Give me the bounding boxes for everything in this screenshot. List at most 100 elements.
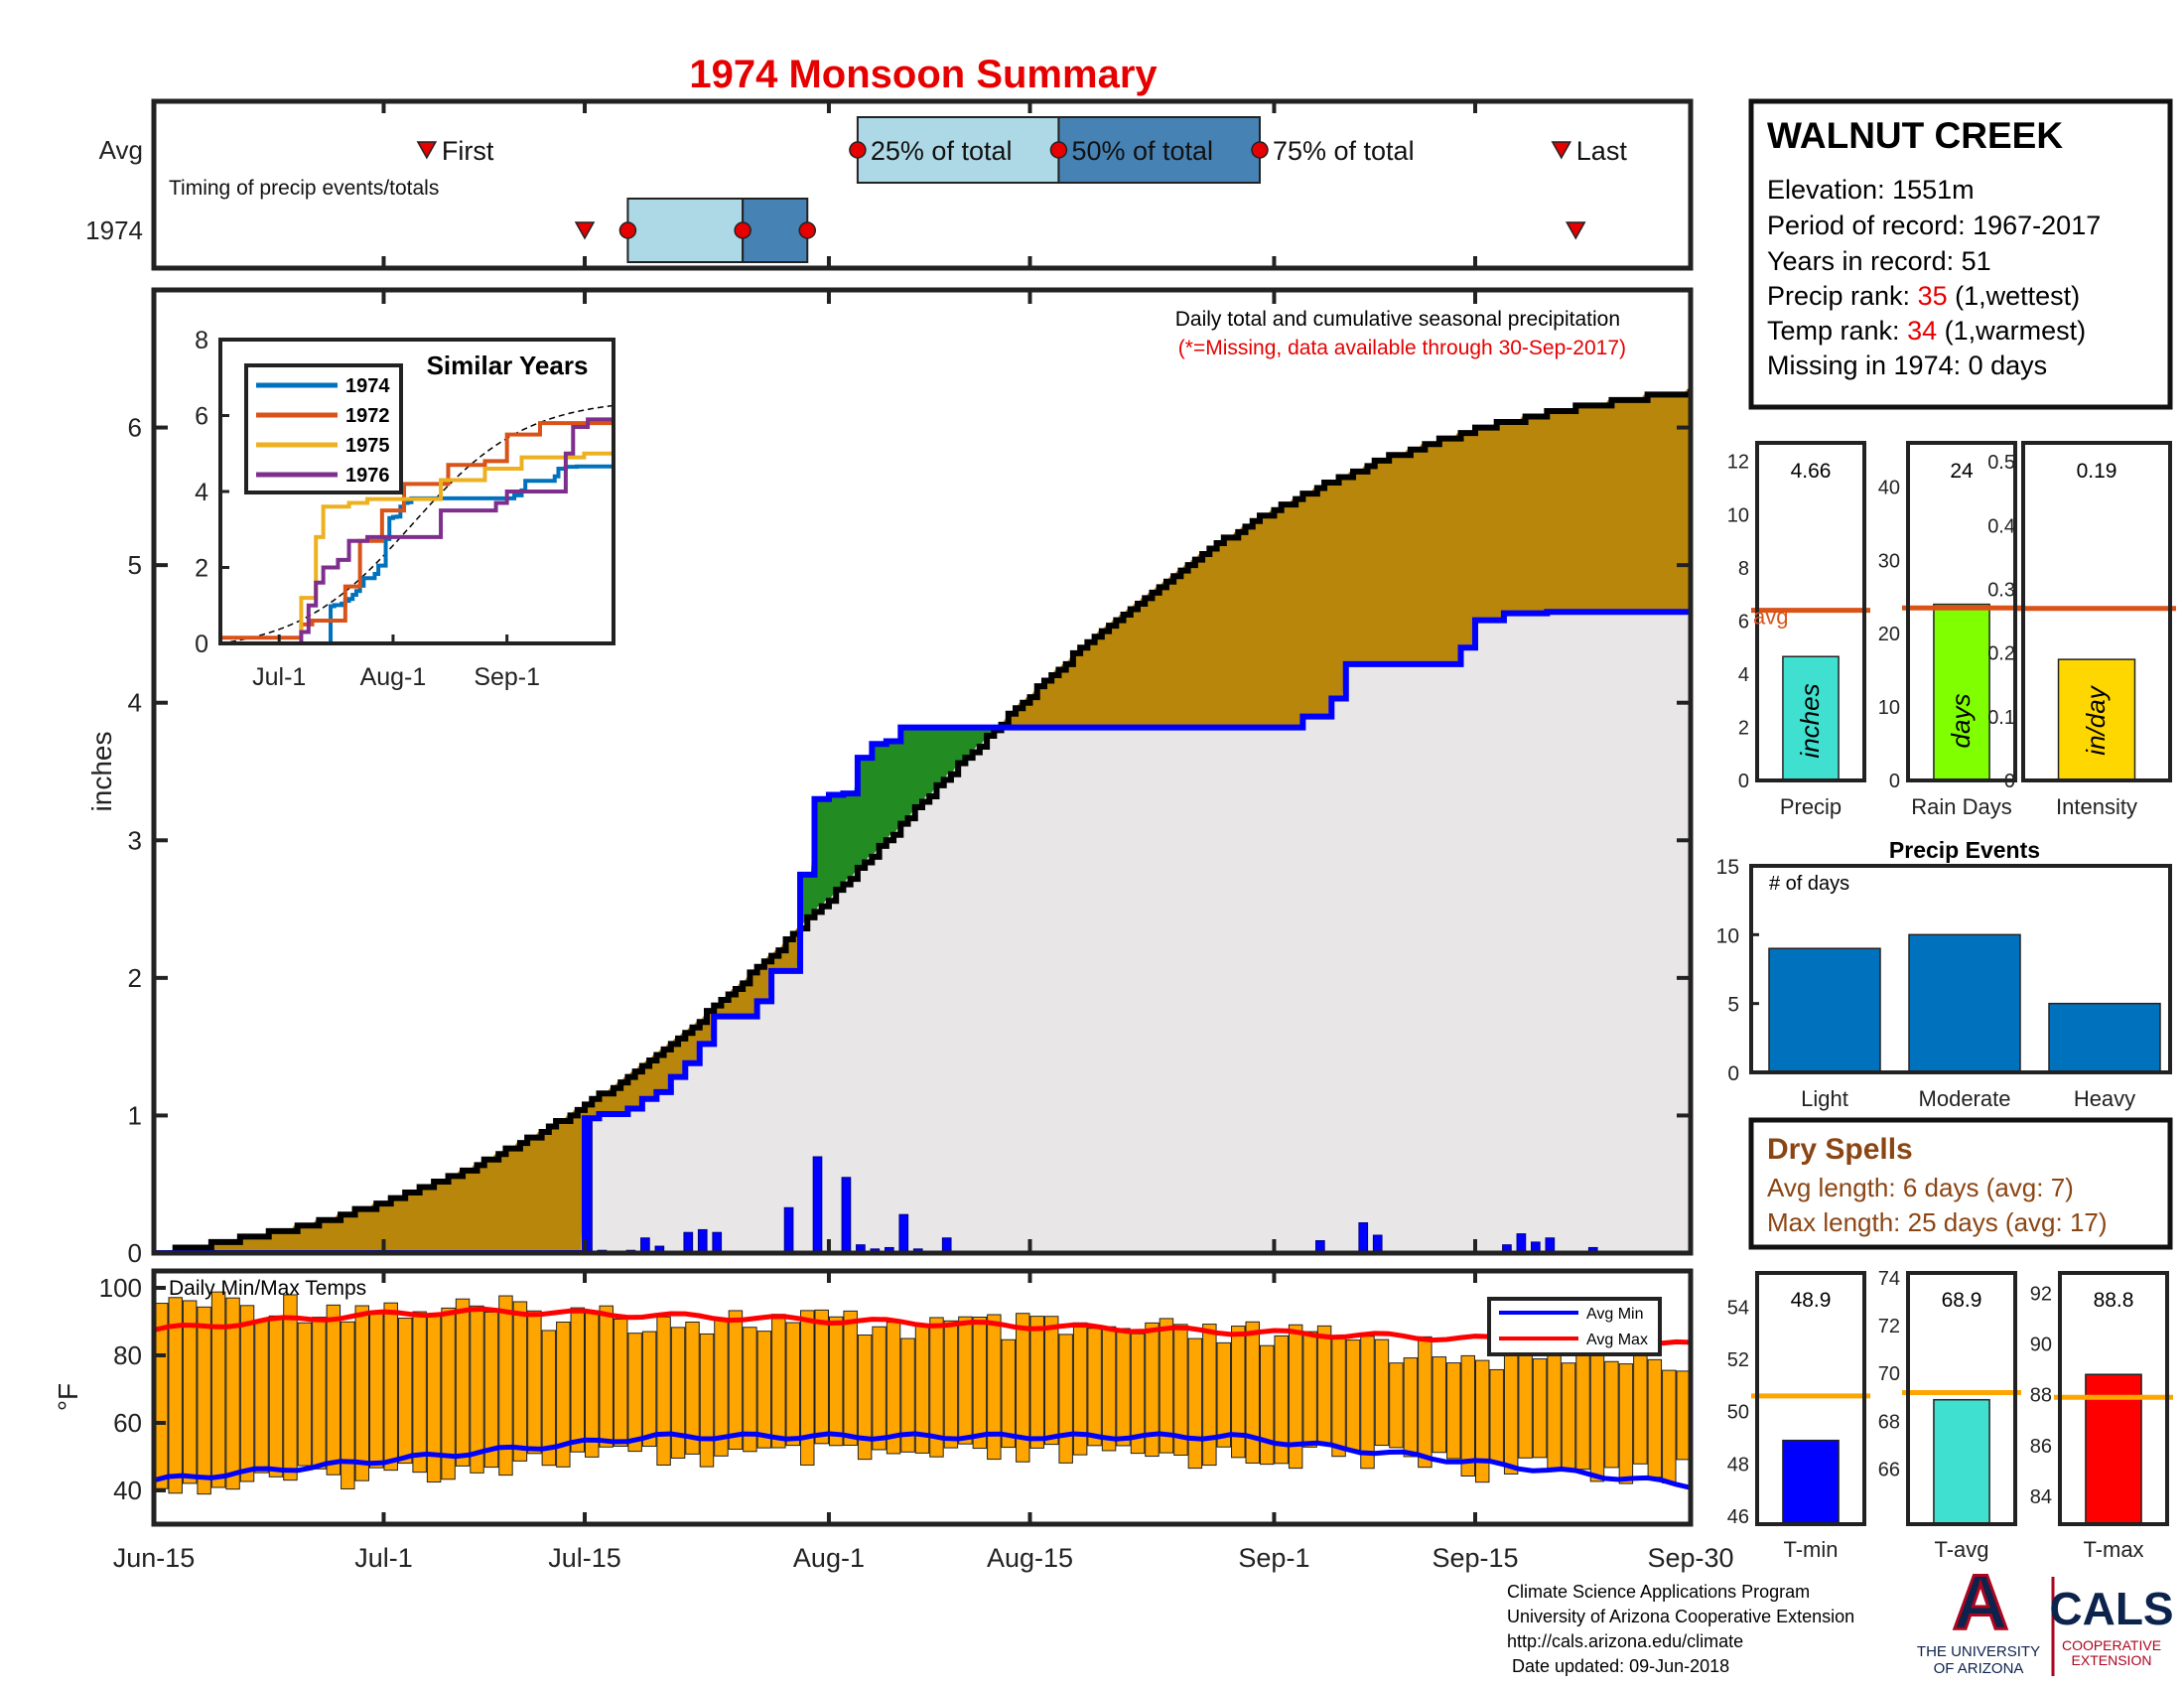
summary-label: Precip: [1780, 794, 1842, 819]
summary-tick-label: 0.1: [1987, 707, 2015, 729]
temp-day-bar: [1058, 1334, 1073, 1464]
year-last-marker: [1565, 221, 1586, 240]
summary-tick-label: 10: [1727, 504, 1749, 526]
xtick-label: Sep-30: [1647, 1543, 1733, 1573]
tbar-frame: [1906, 1271, 2017, 1526]
summary-tick-label: 0.4: [1987, 515, 2015, 537]
tbar-value: 88.8: [2094, 1289, 2134, 1312]
temp-day-bar: [1288, 1324, 1303, 1470]
temp-day-bar: [1245, 1321, 1260, 1464]
temp-day-bar: [1676, 1370, 1691, 1461]
summary-bar-rain-days: [1933, 603, 1990, 781]
cals-logo-text: CALS: [2049, 1583, 2173, 1634]
ua-logo-text-1: THE UNIVERSITY: [1917, 1643, 2040, 1660]
events-bar-light: [1768, 947, 1881, 1073]
inset-title: Similar Years: [427, 351, 589, 380]
events-ytick-label: 5: [1727, 994, 1739, 1017]
summary-tick-label: 20: [1878, 624, 1900, 645]
temp-day-bar: [1474, 1359, 1490, 1483]
temp-day-bar: [843, 1310, 858, 1447]
temp-day-bar: [412, 1311, 427, 1474]
daily-precip-bar: [640, 1237, 650, 1253]
temp-day-bar: [1259, 1344, 1275, 1466]
timing-panel: Avg 1974 Timing of precip events/totals …: [85, 98, 1694, 271]
summary-label: Intensity: [2056, 794, 2137, 819]
xtick-label: Aug-1: [793, 1543, 865, 1573]
temp-day-bar: [512, 1301, 528, 1462]
timing-label-first: First: [442, 136, 494, 166]
temp-day-bar: [455, 1298, 471, 1467]
temp-day-bar: [1575, 1339, 1590, 1471]
temp-day-bar: [1662, 1369, 1677, 1483]
temp-day-bar: [1561, 1362, 1576, 1470]
summary-frame: [1906, 441, 2017, 782]
dry-spells-box: Dry Spells Avg length: 6 days (avg: 7) M…: [1748, 1117, 2173, 1250]
main-ytick-label: 3: [128, 825, 142, 855]
summary-frame: [2021, 441, 2172, 782]
temp-day-bar: [872, 1326, 887, 1451]
temp-day-bar: [1274, 1335, 1289, 1465]
daily-precip-bar: [1516, 1233, 1527, 1253]
summary-value: 0.19: [2077, 460, 2117, 483]
daily-precip-bar: [812, 1156, 823, 1253]
temp-day-bar: [541, 1330, 557, 1467]
main-ylabel: inches: [86, 732, 117, 812]
tbar-label: T-min: [1784, 1537, 1839, 1562]
avg-50-marker: [1049, 141, 1068, 159]
temp-day-bar: [354, 1305, 370, 1481]
temp-day-bar: [570, 1307, 586, 1453]
temp-day-bar: [1331, 1335, 1346, 1458]
daily-precip-bar: [1545, 1237, 1556, 1253]
temp-day-bar: [297, 1322, 313, 1467]
events-ytick-label: 0: [1727, 1062, 1739, 1085]
temp-day-bar: [585, 1312, 600, 1458]
footer-line-4: Date updated: 09-Jun-2018: [1507, 1656, 1729, 1676]
temp-day-bar: [556, 1322, 571, 1468]
avg-25-marker: [849, 141, 867, 159]
station-precip-rank: Precip rank: 35 (1,wettest): [1767, 281, 2080, 311]
station-name: WALNUT CREEK: [1767, 115, 2063, 156]
temp-day-bar: [1432, 1356, 1447, 1454]
temp-day-bar: [210, 1291, 226, 1488]
temp-day-bar: [728, 1310, 744, 1451]
main-ytick-label: 1: [128, 1100, 142, 1130]
temp-day-bar: [929, 1317, 944, 1458]
temp-day-bar: [326, 1304, 341, 1476]
temp-day-bar: [814, 1309, 829, 1445]
temperature-chart: 40 60 80 100 Jun-15 Jul-1 Jul-15 Aug-1 Aug-15 Sep…: [53, 1268, 1734, 1573]
temp-day-bar: [656, 1316, 671, 1466]
ua-logo-text-2: OF ARIZONA: [1934, 1660, 2024, 1677]
temp-day-bar: [441, 1307, 456, 1480]
summary-tick-label: 0: [2004, 771, 2015, 792]
temp-day-bar: [1547, 1340, 1562, 1472]
temp-day-bar: [239, 1305, 255, 1482]
avg-min-line: [154, 1431, 1691, 1490]
inset-line-1975: [220, 446, 614, 643]
temp-day-bar: [498, 1295, 513, 1477]
tbar-tick-label: 68: [1878, 1411, 1900, 1433]
temp-day-bar: [1043, 1316, 1059, 1446]
temp-ytick-label: 100: [99, 1273, 142, 1303]
avg-first-marker: [416, 141, 438, 160]
main-ytick-label: 2: [128, 963, 142, 993]
inset-avg-curve: [220, 404, 614, 643]
inset-ytick-label: 0: [195, 631, 208, 658]
temp-day-bar: [972, 1317, 988, 1450]
temp-day-bar: [900, 1337, 915, 1453]
temp-day-bar: [527, 1310, 542, 1455]
inset-ytick-label: 6: [195, 403, 208, 431]
temp-day-bar: [1460, 1354, 1475, 1477]
temp-day-bar: [268, 1315, 284, 1477]
tbar-label: T-max: [2083, 1537, 2143, 1562]
temp-day-bar: [857, 1335, 873, 1461]
summary-avg-label: avg: [1753, 605, 1788, 630]
events-xtick-label: Moderate: [1919, 1086, 2011, 1111]
temp-ylabel: °F: [53, 1383, 83, 1411]
temp-day-bar: [1503, 1343, 1519, 1475]
main-missing-note: (*=Missing, data available through 30-Se…: [1178, 337, 1626, 359]
station-temp-rank: Temp rank: 34 (1,warmest): [1767, 316, 2086, 346]
temp-day-bar: [785, 1322, 801, 1447]
temp-day-bar: [987, 1314, 1002, 1461]
deficit-area: [154, 388, 1691, 1253]
temp-day-bar: [1145, 1322, 1160, 1458]
